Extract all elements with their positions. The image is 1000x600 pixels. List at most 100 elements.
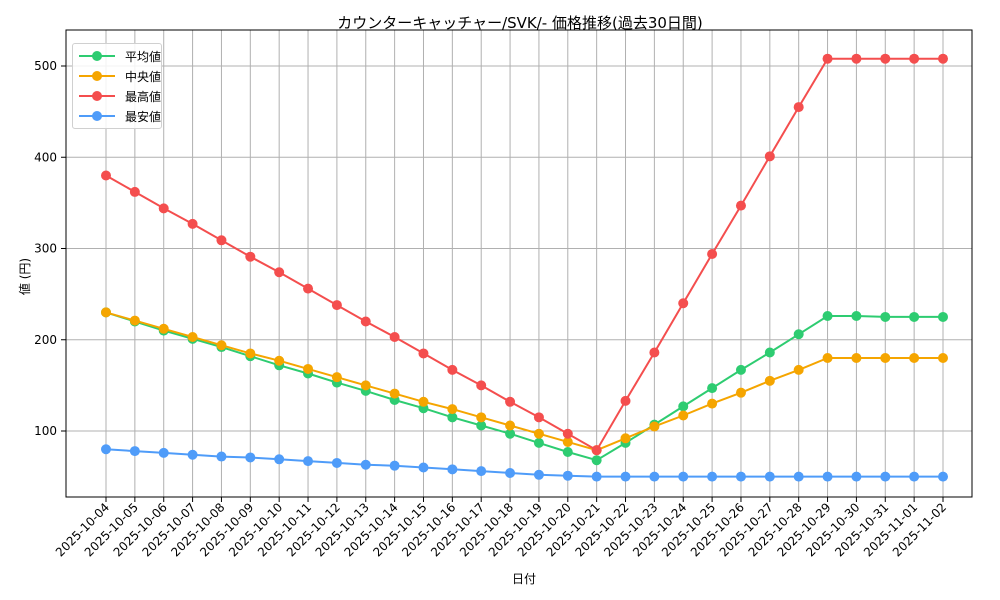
data-point: [764, 151, 775, 162]
legend-item: 平均値: [73, 46, 161, 66]
legend-label: 最安値: [125, 109, 162, 124]
data-point: [331, 300, 342, 311]
data-point: [938, 53, 948, 64]
data-point: [101, 307, 111, 318]
data-point: [447, 364, 458, 375]
data-point: [533, 469, 544, 480]
legend-marker-icon: [79, 50, 115, 62]
data-point: [418, 348, 429, 359]
data-point: [360, 380, 371, 391]
data-point: [822, 53, 833, 64]
data-point: [389, 388, 400, 399]
data-point: [880, 471, 891, 482]
data-point: [129, 446, 140, 457]
data-point: [505, 467, 516, 478]
data-point: [735, 387, 746, 398]
data-point: [909, 53, 920, 64]
data-point: [764, 347, 775, 358]
data-point: [505, 428, 516, 439]
data-point: [822, 353, 833, 363]
data-point: [389, 332, 400, 343]
data-point: [216, 340, 227, 351]
data-point: [678, 298, 689, 309]
data-point: [360, 316, 371, 327]
data-point: [880, 353, 891, 363]
series-line: [101, 307, 948, 456]
data-point: [707, 248, 718, 259]
data-point: [620, 395, 631, 406]
data-point: [880, 53, 891, 64]
data-point: [707, 383, 718, 394]
data-point: [187, 449, 198, 460]
data-point: [793, 471, 804, 482]
data-point: [447, 404, 458, 415]
data-point: [562, 470, 573, 481]
y-tick-label: 200: [34, 333, 57, 347]
data-point: [389, 460, 400, 471]
legend-label: 中央値: [125, 69, 162, 84]
legend-marker-icon: [79, 90, 115, 102]
data-point: [735, 200, 746, 211]
y-tick-label: 500: [34, 59, 57, 73]
data-point: [851, 311, 862, 322]
data-point: [562, 428, 573, 439]
data-point: [678, 401, 689, 412]
data-point: [735, 471, 746, 482]
legend-label: 平均値: [125, 49, 162, 64]
legend: 平均値 中央値 最高値 最安値: [72, 43, 162, 129]
data-point: [303, 456, 314, 467]
data-point: [187, 332, 198, 343]
data-point: [274, 267, 285, 278]
data-point: [129, 186, 140, 197]
data-point: [678, 410, 689, 421]
data-point: [303, 363, 314, 374]
data-point: [476, 380, 487, 391]
data-point: [274, 454, 285, 465]
x-axis-label: 日付: [512, 572, 537, 586]
legend-item: 中央値: [73, 66, 161, 86]
data-point: [649, 471, 660, 482]
data-point: [735, 364, 746, 375]
data-point: [620, 433, 631, 444]
data-point: [591, 445, 602, 456]
y-tick-label: 300: [34, 242, 57, 256]
data-point: [476, 412, 487, 423]
data-point: [793, 102, 804, 113]
data-point: [447, 464, 458, 475]
legend-label: 最高値: [125, 89, 162, 104]
data-point: [793, 364, 804, 375]
data-point: [476, 420, 487, 431]
series-layer: [101, 53, 948, 482]
data-point: [938, 353, 948, 363]
data-point: [216, 451, 227, 462]
data-point: [331, 372, 342, 383]
data-point: [418, 396, 429, 407]
data-point: [562, 436, 573, 447]
grid-lines: [66, 30, 972, 497]
data-point: [649, 421, 660, 432]
series-line: [101, 444, 948, 482]
data-point: [938, 471, 948, 482]
data-point: [591, 471, 602, 482]
y-axis-ticks: 100 200 300 400 500: [34, 59, 66, 438]
data-point: [533, 428, 544, 439]
legend-item: 最高値: [73, 86, 161, 106]
data-point: [562, 446, 573, 457]
data-point: [274, 355, 285, 366]
data-point: [418, 462, 429, 473]
series-line: [101, 53, 948, 456]
data-point: [245, 348, 256, 359]
data-point: [331, 457, 342, 468]
data-point: [245, 452, 256, 463]
data-point: [158, 323, 169, 334]
data-point: [851, 353, 862, 363]
data-point: [447, 412, 458, 423]
data-point: [101, 170, 111, 181]
data-point: [764, 375, 775, 386]
data-point: [909, 311, 920, 322]
data-point: [909, 353, 920, 363]
data-point: [533, 437, 544, 448]
data-point: [764, 471, 775, 482]
data-point: [649, 347, 660, 358]
data-point: [851, 53, 862, 64]
